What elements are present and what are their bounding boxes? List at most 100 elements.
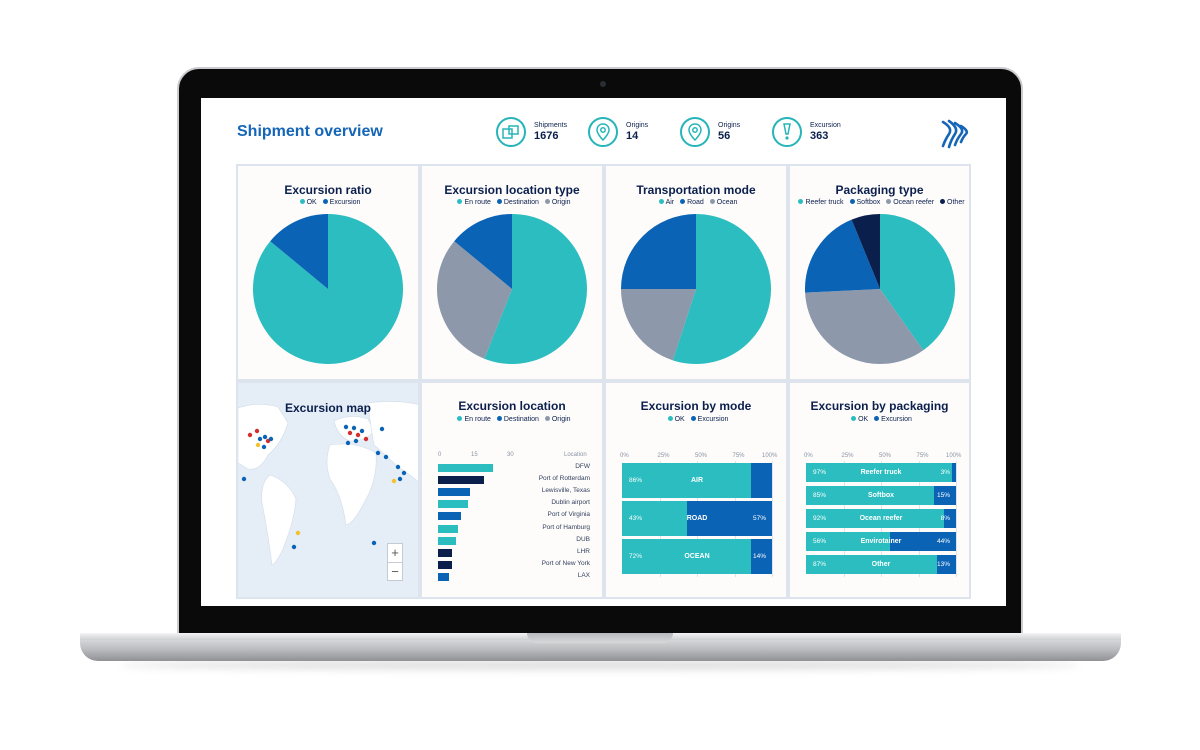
zoom-out-button[interactable]: −	[391, 564, 399, 579]
legend-label: Excursion	[329, 199, 361, 206]
map-marker	[401, 470, 407, 476]
location-pin-icon	[680, 117, 710, 147]
bar-segment-ok[interactable]	[806, 486, 934, 505]
stacked-bar[interactable]: 86% AIR	[622, 463, 772, 498]
map-marker	[345, 440, 351, 446]
pie-slice[interactable]	[621, 289, 696, 361]
data-label: 97%	[813, 468, 827, 476]
bar-segment-ok[interactable]	[806, 555, 937, 574]
bar[interactable]	[438, 560, 452, 569]
data-label: 43%	[629, 514, 643, 522]
legend-swatch	[457, 199, 463, 204]
bar-segment-excursion[interactable]	[933, 486, 956, 505]
pie-chart-excursion-location-type[interactable]	[435, 212, 589, 366]
world-map[interactable]	[238, 383, 418, 597]
legend: OK Excursion	[606, 416, 786, 423]
axis-tick: 75%	[732, 453, 745, 459]
legend: OK Excursion	[238, 199, 418, 206]
data-label: 72%	[629, 552, 643, 560]
pie-chart-packaging-type[interactable]	[803, 212, 957, 366]
panel-packaging-type: Packaging type Reefer truck Softbox Ocea…	[790, 166, 969, 379]
data-label: 14%	[752, 552, 766, 560]
axis-tick: 30	[507, 452, 514, 458]
bar-segment-excursion[interactable]	[936, 555, 956, 574]
stacked-bar[interactable]: 56% Envirotainer 44%	[806, 532, 956, 551]
axis-tick: 0	[438, 452, 442, 458]
panel-title: Transportation mode	[636, 183, 756, 197]
data-label: 85%	[813, 491, 827, 499]
legend-label: OK	[306, 199, 317, 206]
bar-segment-ok[interactable]	[806, 463, 952, 482]
bar-segment-excursion[interactable]	[951, 463, 956, 482]
pie-slice[interactable]	[454, 214, 512, 289]
category-label: Ocean reefer	[859, 514, 903, 522]
panel-title: Excursion map	[284, 401, 372, 415]
axis-tick: 50%	[695, 453, 708, 459]
bar[interactable]	[438, 524, 459, 533]
bar[interactable]	[438, 500, 468, 509]
bar-segment-ok[interactable]	[622, 501, 687, 536]
stacked-bar[interactable]: 97% Reefer truck 3%	[806, 463, 956, 482]
stat-label: Origins	[626, 122, 649, 129]
legend-swatch	[680, 199, 686, 204]
pie-chart-transportation-mode[interactable]	[619, 212, 773, 366]
bar[interactable]	[438, 512, 461, 521]
legend-label: Excursion	[881, 416, 912, 423]
axis-tick: 100%	[946, 453, 962, 459]
bar-segment-ok[interactable]	[806, 509, 944, 528]
legend: En route Destination Origin	[422, 416, 602, 423]
pie-slice[interactable]	[270, 214, 328, 289]
data-label: 57%	[752, 514, 766, 522]
axis-tick: 25%	[657, 453, 670, 459]
panel-excursion-map[interactable]: Excursion map + −	[238, 383, 418, 597]
pie-slice[interactable]	[880, 214, 955, 351]
axis-tick: 15	[471, 452, 478, 458]
bar-segment-excursion[interactable]	[751, 539, 772, 574]
pie-chart-excursion-ratio[interactable]	[251, 212, 405, 366]
bar[interactable]	[438, 536, 457, 545]
bar-segment-excursion[interactable]	[686, 501, 772, 536]
bar-segment-excursion[interactable]	[890, 532, 956, 551]
bar-segment-ok[interactable]	[622, 539, 751, 574]
legend-label: Air	[665, 199, 675, 206]
category-label: Dublin airport	[551, 499, 590, 507]
bar[interactable]	[438, 572, 450, 581]
bar[interactable]	[438, 464, 493, 472]
stacked-bar[interactable]: 87% Other 13%	[806, 555, 956, 574]
stacked-bar[interactable]: 72% OCEAN 14%	[622, 539, 772, 574]
pie-slice[interactable]	[437, 241, 512, 359]
map-marker	[375, 450, 381, 456]
zoom-control: + −	[387, 543, 403, 581]
bar[interactable]	[438, 488, 470, 497]
panel-title: Excursion location	[458, 399, 566, 413]
pie-slice[interactable]	[805, 289, 924, 364]
bar-segment-ok[interactable]	[806, 532, 890, 551]
stat-value: 56	[718, 130, 731, 142]
pie-slice[interactable]	[851, 214, 880, 289]
category-label: Softbox	[867, 491, 895, 499]
laptop-shadow	[120, 660, 1080, 670]
boxes-icon	[496, 117, 526, 147]
pie-slice[interactable]	[672, 214, 771, 364]
pie-slice[interactable]	[621, 214, 696, 289]
panel-title: Excursion ratio	[284, 183, 372, 197]
legend: Reefer truck Softbox Ocean reefer Other	[790, 199, 969, 206]
pie-slice[interactable]	[805, 219, 880, 293]
legend-swatch	[886, 199, 892, 204]
bar[interactable]	[438, 548, 452, 557]
zoom-in-button[interactable]: +	[388, 544, 402, 563]
stacked-bar[interactable]: 85% Softbox 15%	[806, 486, 956, 505]
data-label: 87%	[813, 560, 827, 568]
data-label: 8%	[940, 514, 950, 522]
bar-segment-excursion[interactable]	[751, 463, 772, 498]
bar[interactable]	[438, 476, 484, 485]
page-title: Shipment overview	[237, 123, 383, 140]
bar-segment-ok[interactable]	[622, 463, 751, 498]
stacked-bar[interactable]: 43% ROAD 57%	[622, 501, 772, 536]
pie-slice[interactable]	[484, 214, 587, 364]
legend-swatch	[798, 199, 804, 204]
alert-icon	[772, 117, 802, 147]
category-label: Port of Rotterdam	[538, 475, 590, 483]
stacked-bar[interactable]: 92% Ocean reefer 8%	[806, 509, 956, 528]
bar-segment-excursion[interactable]	[944, 509, 956, 528]
